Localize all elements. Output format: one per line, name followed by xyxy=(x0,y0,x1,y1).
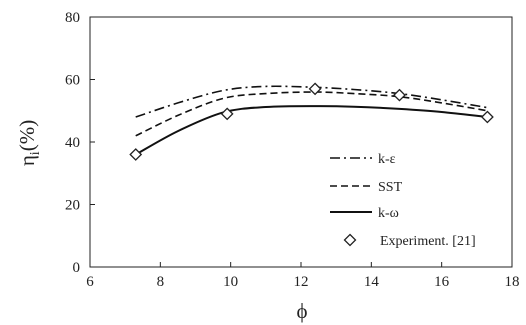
data-point-series-3 xyxy=(480,110,494,124)
plot-frame xyxy=(89,16,513,268)
x-tick-label: 16 xyxy=(434,274,450,290)
y-tick-label: 0 xyxy=(73,260,81,276)
y-axis-title: ηi(%) xyxy=(15,120,43,166)
x-tick-label: 12 xyxy=(294,274,309,290)
legend-label: SST xyxy=(378,180,403,195)
y-tick-label: 40 xyxy=(65,135,80,151)
y-tick-label: 20 xyxy=(65,198,80,214)
data-point-series-3 xyxy=(393,88,406,102)
legend-label: k-ε xyxy=(378,152,396,167)
legend-marker xyxy=(343,233,357,247)
y-tick-label: 60 xyxy=(65,73,80,89)
axes xyxy=(89,16,513,268)
x-tick-label: 8 xyxy=(157,274,165,290)
y-axis-title-sub: i xyxy=(28,151,43,155)
x-tick-label: 10 xyxy=(223,274,238,290)
y-axis-title-unit: (%) xyxy=(15,120,39,151)
y-axis-title-main: η xyxy=(15,155,39,166)
data-point-series-3 xyxy=(129,148,143,161)
x-axis-title: ϕ xyxy=(296,299,307,323)
ticks: 6 8 10 12 14 16 18 0 20 40 60 80 xyxy=(65,10,520,290)
legend: k-ε SST k-ω Experiment. [21] xyxy=(330,152,476,249)
x-tick-label: 14 xyxy=(364,274,380,290)
legend-label: k-ω xyxy=(378,206,399,221)
plot-area xyxy=(129,82,494,161)
x-tick-label: 18 xyxy=(505,274,520,290)
series-line-2 xyxy=(135,105,488,156)
legend-label: Experiment. [21] xyxy=(380,234,476,249)
x-tick-label: 6 xyxy=(86,274,94,290)
y-tick-label: 80 xyxy=(65,10,80,26)
data-point-series-3 xyxy=(308,82,322,96)
data-point-series-3 xyxy=(220,107,234,121)
